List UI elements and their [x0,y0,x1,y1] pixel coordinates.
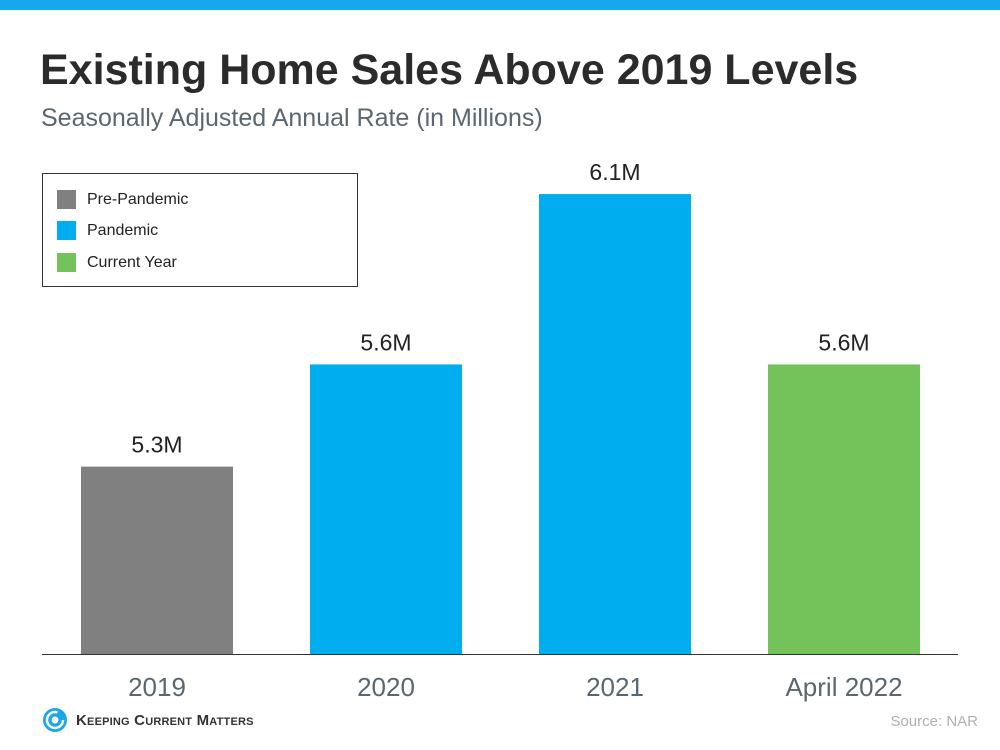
bar-2020 [310,364,462,654]
bar-2021 [539,194,691,654]
data-label: 5.6M [818,329,869,355]
bar-april-2022 [768,364,920,654]
x-tick-label: 2021 [586,672,644,702]
chart-title: Existing Home Sales Above 2019 Levels [40,46,859,94]
bar-2019 [81,466,233,654]
data-label: 5.6M [360,329,411,355]
x-tick-label: 2019 [128,672,186,702]
data-label: 5.3M [131,432,182,458]
legend: Pre-Pandemic Pandemic Current Year [42,173,358,287]
x-tick-label: April 2022 [785,672,902,702]
legend-label: Pandemic [87,221,159,239]
legend-item-pre-pandemic: Pre-Pandemic [57,190,188,209]
legend-swatch [57,253,76,272]
data-label: 6.1M [589,159,640,185]
legend-swatch [57,221,76,240]
logo-text: Keeping Current Matters [76,711,254,729]
legend-swatch [57,190,76,209]
top-accent-bar [0,0,1000,10]
swirl-logo-icon [43,708,67,732]
logo: Keeping Current Matters [42,707,254,733]
legend-item-pandemic: Pandemic [57,221,158,240]
chart-subtitle: Seasonally Adjusted Annual Rate (in Mill… [41,104,543,132]
legend-label: Current Year [87,253,177,271]
x-tick-label: 2020 [357,672,415,702]
legend-label: Pre-Pandemic [87,190,189,208]
source-note: Source: NAR [890,713,978,730]
legend-item-current-year: Current Year [57,253,177,272]
